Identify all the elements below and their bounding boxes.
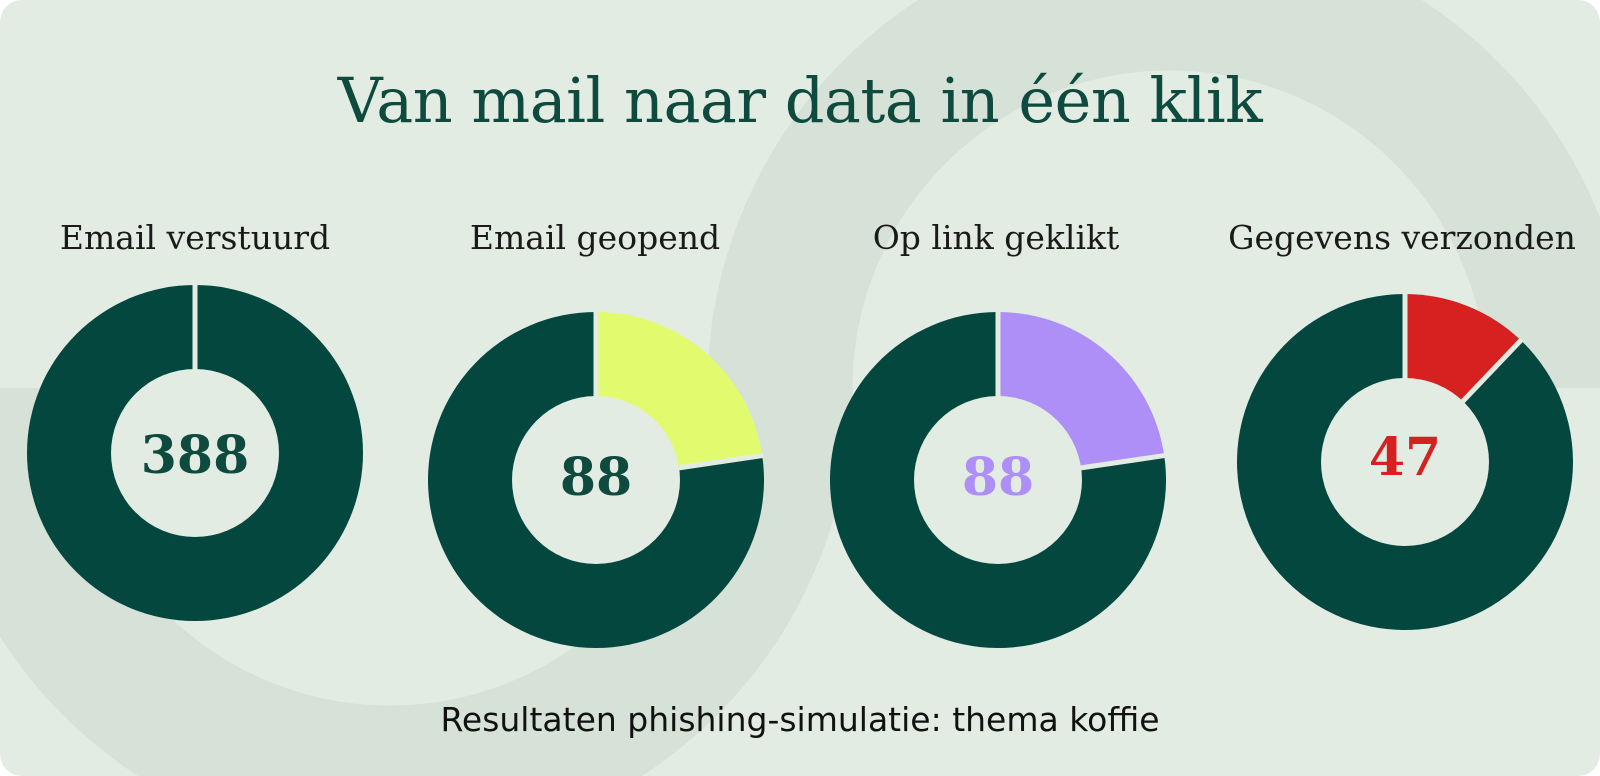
donut-title: Op link geklikt [872, 218, 1120, 257]
donut-hole [1321, 378, 1489, 546]
donut-title: Gegevens verzonden [1228, 218, 1576, 257]
donut-separator [1459, 337, 1524, 405]
donut-title: Email geopend [469, 218, 721, 257]
page-title: Van mail naar data in één klik [337, 64, 1263, 137]
donut-center-value: 88 [559, 447, 633, 508]
donut-hole [914, 396, 1082, 564]
donut-center-value: 388 [140, 425, 250, 486]
chart-caption: Resultaten phishing-simulatie: thema kof… [440, 700, 1160, 739]
donut-hole [111, 369, 279, 537]
donut-center-value: 47 [1368, 427, 1442, 488]
donut-title: Email verstuurd [59, 218, 331, 257]
donut-separator [1078, 452, 1166, 471]
donut-center-value: 88 [961, 447, 1035, 508]
donut-separator [676, 452, 764, 471]
donut-hole [512, 396, 680, 564]
